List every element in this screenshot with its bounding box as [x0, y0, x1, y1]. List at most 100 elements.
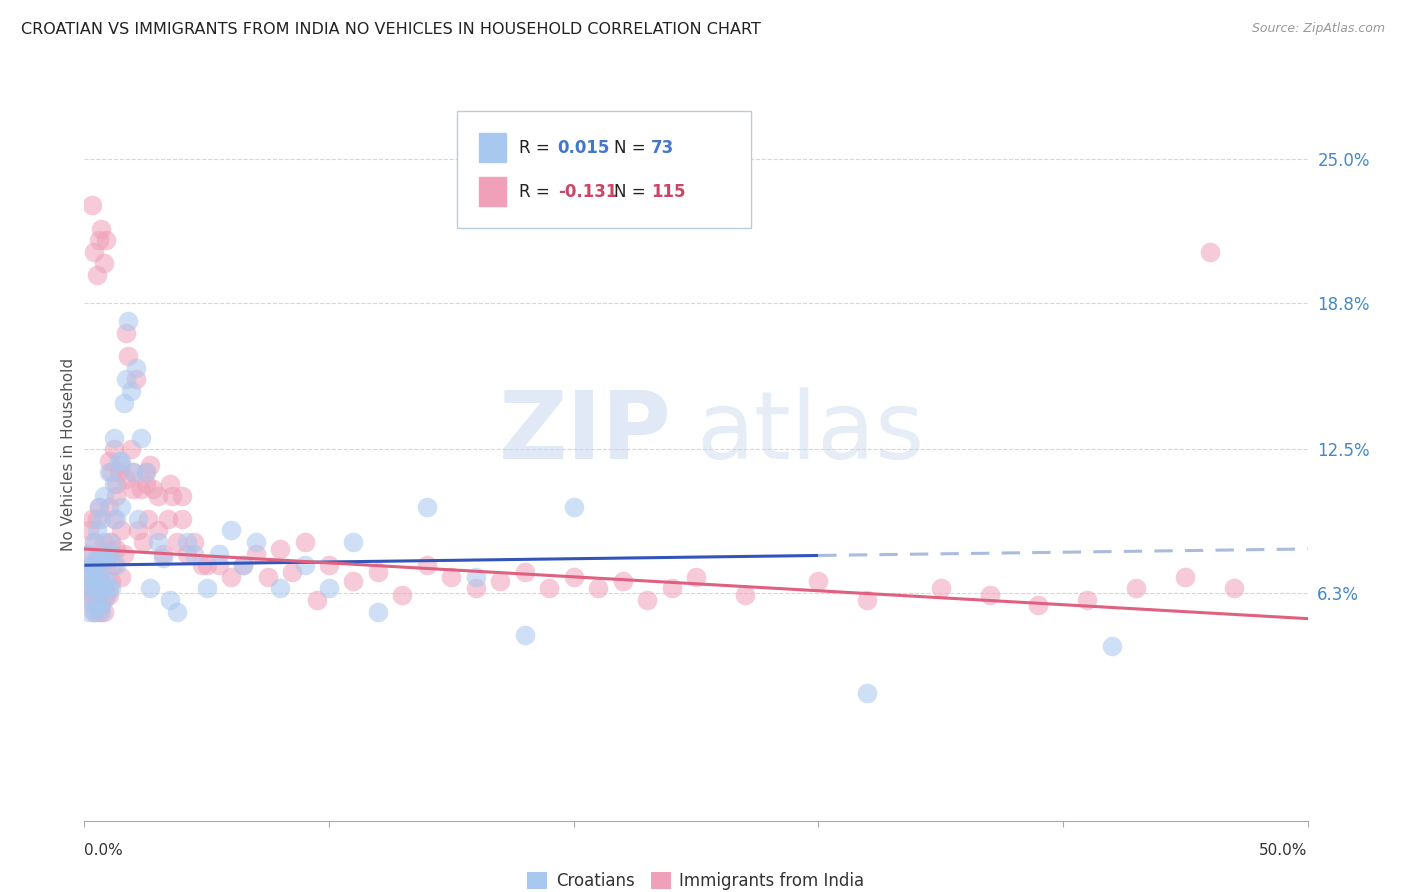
- Point: [257, 570, 280, 584]
- Point: [100, 535, 122, 549]
- Point: [661, 582, 683, 596]
- Point: [636, 593, 658, 607]
- Point: [96, 551, 118, 566]
- Point: [107, 466, 129, 480]
- Point: [105, 477, 128, 491]
- Point: [83, 605, 105, 619]
- Point: [513, 628, 536, 642]
- Point: [139, 582, 162, 596]
- Point: [1028, 598, 1050, 612]
- Point: [86, 268, 108, 282]
- Point: [110, 458, 132, 473]
- Point: [342, 535, 364, 549]
- Point: [136, 512, 159, 526]
- Point: [294, 558, 316, 573]
- Point: [93, 605, 115, 619]
- Point: [269, 582, 291, 596]
- Point: [464, 570, 486, 584]
- Point: [97, 466, 120, 480]
- Point: [112, 395, 135, 409]
- Point: [86, 588, 108, 602]
- Point: [80, 512, 103, 526]
- Point: [93, 582, 115, 596]
- Text: R =: R =: [519, 183, 554, 201]
- Point: [125, 360, 148, 375]
- Point: [86, 512, 108, 526]
- Point: [122, 466, 145, 480]
- Point: [93, 256, 115, 270]
- Point: [856, 593, 879, 607]
- Point: [208, 547, 231, 561]
- Point: [159, 477, 181, 491]
- Point: [391, 588, 413, 602]
- Point: [97, 454, 120, 468]
- Point: [77, 593, 100, 607]
- Point: [162, 489, 184, 503]
- Point: [80, 582, 103, 596]
- Point: [1101, 640, 1123, 654]
- Point: [538, 582, 561, 596]
- Point: [103, 442, 125, 456]
- Point: [87, 598, 110, 612]
- Point: [172, 489, 194, 503]
- Point: [152, 547, 174, 561]
- Point: [127, 524, 149, 538]
- Point: [110, 524, 132, 538]
- Point: [107, 454, 129, 468]
- Point: [125, 372, 148, 386]
- Point: [612, 574, 634, 589]
- Point: [122, 466, 145, 480]
- Point: [97, 500, 120, 515]
- Point: [464, 582, 486, 596]
- Point: [208, 558, 231, 573]
- Point: [93, 489, 115, 503]
- Point: [117, 349, 139, 363]
- Point: [1125, 582, 1147, 596]
- Point: [183, 535, 205, 549]
- Text: 73: 73: [651, 139, 673, 157]
- Point: [142, 482, 165, 496]
- Point: [86, 598, 108, 612]
- Y-axis label: No Vehicles in Household: No Vehicles in Household: [60, 359, 76, 551]
- Point: [103, 512, 125, 526]
- Text: -0.131: -0.131: [558, 183, 617, 201]
- Point: [232, 558, 254, 573]
- Point: [245, 547, 267, 561]
- Point: [87, 500, 110, 515]
- Text: 0.015: 0.015: [558, 139, 610, 157]
- Point: [219, 524, 242, 538]
- Point: [87, 233, 110, 247]
- Point: [105, 512, 128, 526]
- Point: [77, 570, 100, 584]
- Point: [135, 466, 157, 480]
- Point: [76, 565, 98, 579]
- Point: [80, 558, 103, 573]
- Point: [90, 512, 112, 526]
- Point: [103, 430, 125, 444]
- Point: [586, 582, 609, 596]
- Point: [83, 535, 105, 549]
- Point: [96, 574, 118, 589]
- Point: [120, 442, 142, 456]
- Point: [97, 588, 120, 602]
- Point: [115, 326, 138, 340]
- Point: [146, 489, 169, 503]
- Point: [416, 558, 439, 573]
- Point: [105, 489, 128, 503]
- Point: [183, 547, 205, 561]
- Text: N =: N =: [614, 139, 651, 157]
- Point: [86, 524, 108, 538]
- Point: [856, 686, 879, 700]
- Point: [685, 570, 707, 584]
- Point: [87, 605, 110, 619]
- Point: [734, 588, 756, 602]
- Point: [83, 535, 105, 549]
- Text: atlas: atlas: [696, 387, 924, 479]
- Point: [146, 524, 169, 538]
- Point: [129, 430, 152, 444]
- Point: [132, 535, 155, 549]
- Point: [281, 565, 304, 579]
- Point: [342, 574, 364, 589]
- Point: [90, 570, 112, 584]
- Text: R =: R =: [519, 139, 554, 157]
